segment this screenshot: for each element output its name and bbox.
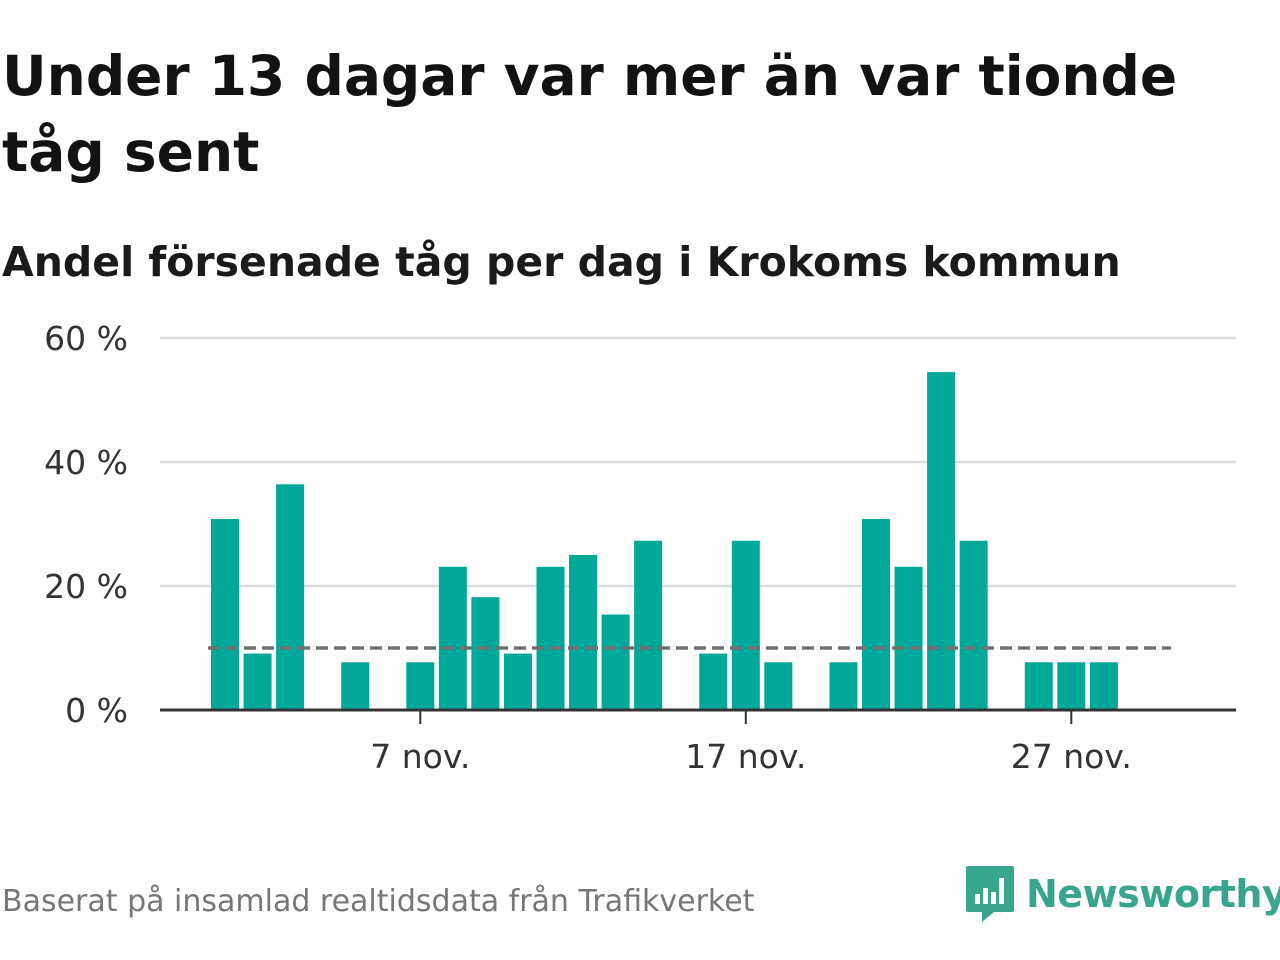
y-tick-label: 60 %: [44, 319, 128, 358]
bar: [438, 566, 467, 710]
newsworthy-logo-icon: [966, 866, 1014, 922]
x-tick-label: 17 nov.: [685, 737, 806, 776]
bar: [894, 566, 923, 710]
bar: [536, 566, 565, 710]
bar: [601, 614, 630, 710]
bar: [959, 540, 988, 710]
bar-chart: 7 nov. 17 nov. 27 nov. 0 % 20 % 40 % 60 %: [44, 319, 1236, 776]
bars: [211, 372, 1118, 710]
y-axis: 0 % 20 % 40 % 60 %: [44, 319, 128, 730]
bar: [927, 372, 956, 710]
x-tick-label: 27 nov.: [1011, 737, 1132, 776]
bar: [569, 555, 598, 710]
bar: [829, 662, 858, 710]
x-axis: 7 nov. 17 nov. 27 nov.: [160, 708, 1236, 776]
bar: [503, 653, 532, 710]
chart-title: Under 13 dagar var mer än var tionde tåg…: [2, 44, 1178, 184]
bar: [341, 662, 370, 710]
bar: [862, 519, 890, 710]
x-tick-label: 7 nov.: [370, 737, 470, 776]
brand-name: Newsworthy: [1026, 872, 1280, 916]
bar: [406, 662, 435, 710]
chart-subtitle: Andel försenade tåg per dag i Krokoms ko…: [2, 238, 1121, 286]
y-tick-label: 0 %: [65, 691, 128, 730]
brand-logo: Newsworthy: [964, 862, 1280, 926]
gridlines: [160, 336, 1236, 588]
bar: [699, 653, 728, 710]
bar: [731, 540, 760, 710]
bar: [243, 653, 272, 710]
source-note: Baserat på insamlad realtidsdata från Tr…: [2, 884, 755, 919]
bar: [1089, 662, 1118, 710]
bar: [1024, 662, 1053, 710]
y-tick-label: 20 %: [44, 567, 128, 606]
bar: [471, 597, 500, 710]
bar: [276, 484, 305, 710]
y-tick-label: 40 %: [44, 443, 128, 482]
bar: [1057, 662, 1086, 710]
bar: [764, 662, 793, 710]
bar: [211, 519, 239, 710]
bar: [634, 540, 663, 710]
